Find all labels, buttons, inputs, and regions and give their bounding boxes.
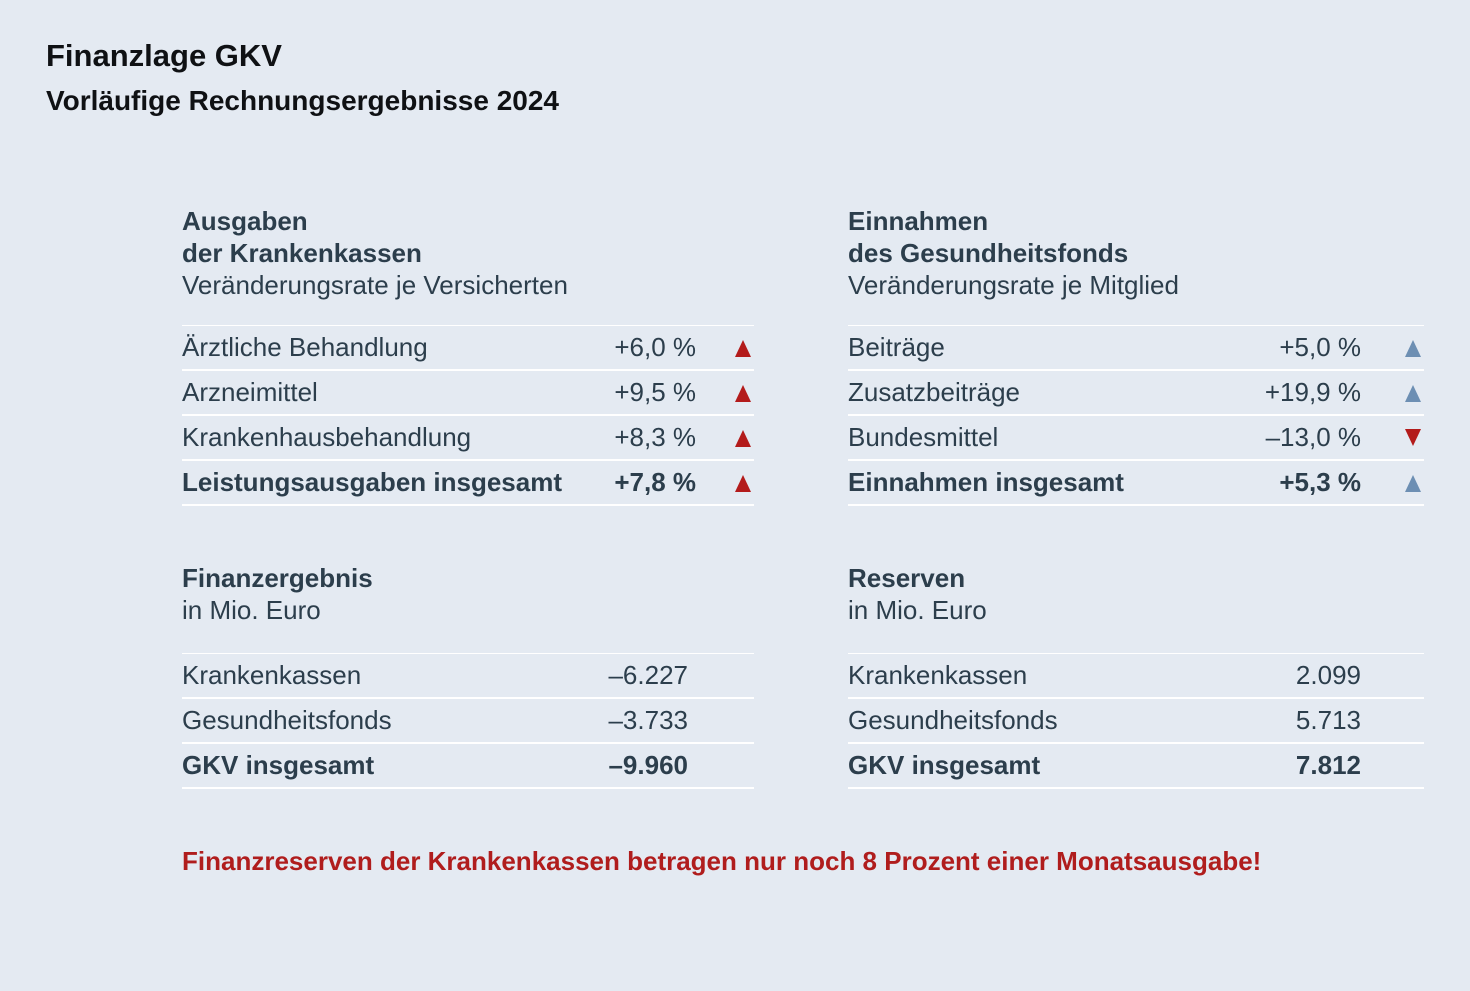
ausgaben-header: Ausgaben der Krankenkassen Veränderungsr… bbox=[182, 205, 754, 325]
row-label: Ärztliche Behandlung bbox=[182, 332, 428, 362]
table-row-total: Leistungsausgaben insgesamt +7,8 % bbox=[182, 461, 754, 506]
table-row: Gesundheitsfonds 5.713 bbox=[848, 699, 1424, 744]
row-value: +8,3 % bbox=[614, 422, 696, 452]
ausgaben-heading-line1: Ausgaben bbox=[182, 206, 308, 236]
table-row: Krankenkassen 2.099 bbox=[848, 654, 1424, 699]
row-label: Arzneimittel bbox=[182, 377, 318, 407]
table-row: Gesundheitsfonds –3.733 bbox=[182, 699, 754, 744]
row-label: Krankenhausbehandlung bbox=[182, 422, 472, 452]
row-label: GKV insgesamt bbox=[182, 750, 375, 780]
triangle-up-icon bbox=[735, 475, 751, 492]
row-label: Zusatzbeiträge bbox=[848, 377, 1020, 407]
ausgaben-table: Ärztliche Behandlung +6,0 % Arzneimittel… bbox=[182, 325, 754, 506]
ausgaben-subheading: Veränderungsrate je Versicherten bbox=[182, 270, 568, 300]
einnahmen-heading-line2: des Gesundheitsfonds bbox=[848, 238, 1129, 268]
table-row-total: Einnahmen insgesamt +5,3 % bbox=[848, 461, 1424, 506]
triangle-up-icon bbox=[1405, 475, 1421, 492]
einnahmen-header: Einnahmen des Gesundheitsfonds Veränderu… bbox=[848, 205, 1424, 325]
row-label: Beiträge bbox=[848, 332, 945, 362]
page-subtitle: Vorläufige Rechnungsergebnisse 2024 bbox=[46, 85, 559, 116]
einnahmen-table: Beiträge +5,0 % Zusatzbeiträge +19,9 % B… bbox=[848, 325, 1424, 506]
triangle-up-icon bbox=[735, 385, 751, 402]
reserven-table: Krankenkassen 2.099 Gesundheitsfonds 5.7… bbox=[848, 653, 1424, 789]
row-value: +5,0 % bbox=[1279, 332, 1361, 362]
table-row: Krankenhausbehandlung +8,3 % bbox=[182, 416, 754, 461]
finanzergebnis-table: Krankenkassen –6.227 Gesundheitsfonds –3… bbox=[182, 653, 754, 789]
triangle-down-icon bbox=[1405, 429, 1421, 446]
row-value: 2.099 bbox=[1295, 660, 1361, 690]
page-title: Finanzlage GKV bbox=[46, 38, 282, 73]
table-row: Beiträge +5,0 % bbox=[848, 326, 1424, 371]
row-label: Einnahmen insgesamt bbox=[848, 467, 1124, 497]
triangle-up-icon bbox=[1405, 385, 1421, 402]
row-value: –3.733 bbox=[608, 705, 688, 735]
row-value: –6.227 bbox=[608, 660, 688, 690]
table-row: Zusatzbeiträge +19,9 % bbox=[848, 371, 1424, 416]
einnahmen-panel: Einnahmen des Gesundheitsfonds Veränderu… bbox=[848, 205, 1424, 506]
table-row-total: GKV insgesamt 7.812 bbox=[848, 744, 1424, 789]
warning-note: Finanzreserven der Krankenkassen betrage… bbox=[182, 846, 1262, 876]
row-label: Krankenkassen bbox=[182, 660, 362, 690]
einnahmen-subheading: Veränderungsrate je Mitglied bbox=[848, 270, 1179, 300]
triangle-up-icon bbox=[1405, 340, 1421, 357]
table-row: Ärztliche Behandlung +6,0 % bbox=[182, 326, 754, 371]
row-label: Gesundheitsfonds bbox=[182, 705, 392, 735]
row-label: Krankenkassen bbox=[848, 660, 1028, 690]
row-value: –13,0 % bbox=[1265, 422, 1361, 452]
row-label: Gesundheitsfonds bbox=[848, 705, 1058, 735]
reserven-header: Reserven in Mio. Euro bbox=[848, 562, 1424, 653]
finanzergebnis-subheading: in Mio. Euro bbox=[182, 595, 321, 625]
reserven-heading: Reserven bbox=[848, 563, 966, 593]
reserven-panel: Reserven in Mio. Euro Krankenkassen 2.09… bbox=[848, 562, 1424, 789]
table-row-total: GKV insgesamt –9.960 bbox=[182, 744, 754, 789]
ausgaben-heading-line2: der Krankenkassen bbox=[182, 238, 422, 268]
row-value: +5,3 % bbox=[1279, 467, 1361, 497]
row-value: 5.713 bbox=[1295, 705, 1361, 735]
row-value: +7,8 % bbox=[614, 467, 696, 497]
row-value: +9,5 % bbox=[614, 377, 696, 407]
row-value: 7.812 bbox=[1295, 750, 1361, 780]
reserven-subheading: in Mio. Euro bbox=[848, 595, 987, 625]
finanzergebnis-panel: Finanzergebnis in Mio. Euro Krankenkasse… bbox=[182, 562, 754, 789]
einnahmen-heading-line1: Einnahmen bbox=[848, 206, 989, 236]
row-value: +6,0 % bbox=[614, 332, 696, 362]
table-row: Krankenkassen –6.227 bbox=[182, 654, 754, 699]
triangle-up-icon bbox=[735, 340, 751, 357]
triangle-up-icon bbox=[735, 430, 751, 447]
ausgaben-panel: Ausgaben der Krankenkassen Veränderungsr… bbox=[182, 205, 754, 506]
row-label: Leistungsausgaben insgesamt bbox=[182, 467, 562, 497]
finanzergebnis-heading: Finanzergebnis bbox=[182, 563, 373, 593]
row-label: Bundesmittel bbox=[848, 422, 999, 452]
finanzergebnis-header: Finanzergebnis in Mio. Euro bbox=[182, 562, 754, 653]
table-row: Bundesmittel –13,0 % bbox=[848, 416, 1424, 461]
row-value: +19,9 % bbox=[1264, 377, 1361, 407]
table-row: Arzneimittel +9,5 % bbox=[182, 371, 754, 416]
row-value: –9.960 bbox=[608, 750, 688, 780]
row-label: GKV insgesamt bbox=[848, 750, 1041, 780]
